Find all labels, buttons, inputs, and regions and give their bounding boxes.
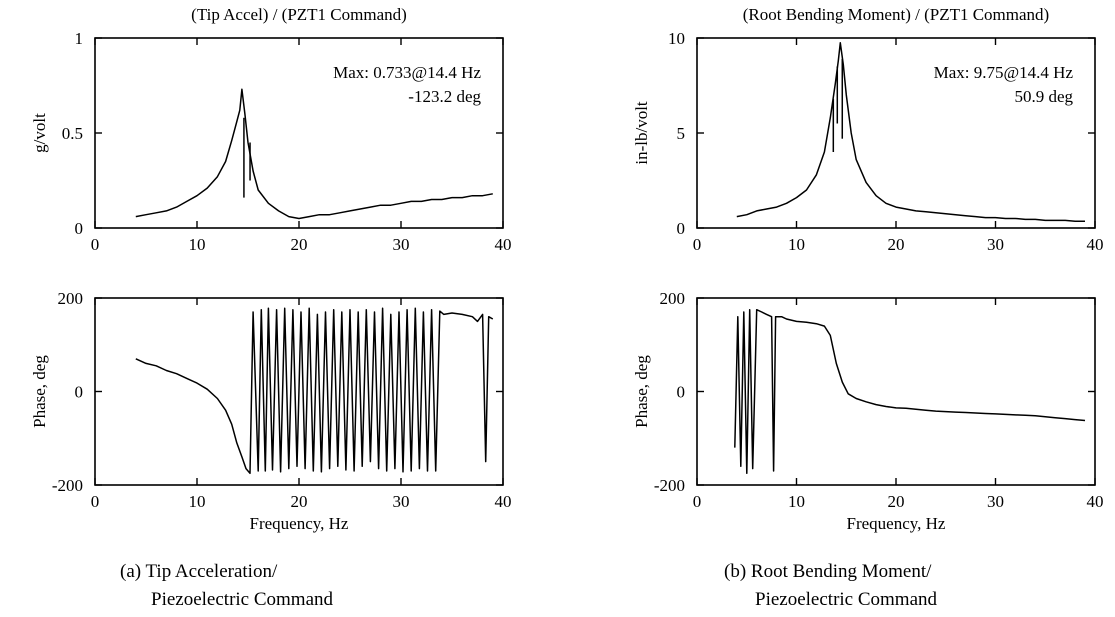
tip-magnitude-series-line [135, 88, 493, 220]
tip-phase-series-line [135, 307, 494, 475]
tip-magnitude-ytick-label: 0 [75, 219, 84, 238]
tip-magnitude-ylabel: g/volt [30, 113, 49, 153]
caption-b-line2: Piezoelectric Command [755, 589, 938, 610]
tip-phase-xtick-label: 10 [189, 492, 206, 511]
tip-magnitude-title: (Tip Accel) / (PZT1 Command) [191, 5, 407, 24]
tip-magnitude-xtick-label: 10 [189, 235, 206, 254]
root-phase-xtick-label: 0 [693, 492, 702, 511]
tip-phase-ylabel: Phase, deg [30, 355, 49, 428]
tip-phase-xtick-label: 30 [393, 492, 410, 511]
tip-phase-chart: 0 10 20 30 40 -200 0 200 Phase, deg Frequency, Hz [30, 289, 512, 533]
root-phase-xtick-label: 30 [987, 492, 1004, 511]
tip-phase-xtick-label: 20 [291, 492, 308, 511]
tip-magnitude-xtick-label: 30 [393, 235, 410, 254]
root-phase-xlabel: Frequency, Hz [847, 514, 946, 533]
tip-magnitude-ytick-label: 0.5 [62, 124, 83, 143]
tip-magnitude-xtick-label: 0 [91, 235, 100, 254]
root-magnitude-title: (Root Bending Moment) / (PZT1 Command) [743, 5, 1049, 24]
caption-b-line1: (b) Root Bending Moment/ [724, 561, 932, 582]
tip-phase-ytick-label: -200 [52, 476, 83, 495]
tip-magnitude-ytick-label: 1 [75, 29, 84, 48]
root-phase-chart: 0 10 20 30 40 -200 0 200 Phase, deg Frequency, Hz [632, 289, 1104, 533]
root-magnitude-ylabel: in-lb/volt [632, 101, 651, 165]
tip-magnitude-xtick-label: 40 [495, 235, 512, 254]
root-magnitude-xtick-label: 0 [693, 235, 702, 254]
tip-magnitude-xtick-label: 20 [291, 235, 308, 254]
caption-a: (a) Tip Acceleration/ Piezoelectric Comm… [120, 558, 333, 614]
root-phase-ytick-label: 0 [677, 383, 686, 402]
root-phase-ytick-label: -200 [654, 476, 685, 495]
tip-phase-xlabel: Frequency, Hz [250, 514, 349, 533]
caption-a-line2: Piezoelectric Command [151, 589, 334, 610]
tip-phase-xtick-label: 0 [91, 492, 100, 511]
root-phase-ylabel: Phase, deg [632, 355, 651, 428]
tip-phase-xtick-label: 40 [495, 492, 512, 511]
root-magnitude-xtick-label: 20 [888, 235, 905, 254]
tip-magnitude-chart: 0 10 20 30 40 0 0.5 1 (Tip Accel) / (PZT1 Comman… [30, 5, 512, 254]
caption-a-line1: (a) Tip Acceleration/ [120, 561, 278, 582]
root-magnitude-ytick-label: 0 [677, 219, 686, 238]
root-phase-series-line [734, 308, 1086, 475]
root-magnitude-ytick-label: 5 [677, 124, 686, 143]
tip-magnitude-annotation-phase: -123.2 deg [408, 87, 481, 106]
root-phase-xtick-label: 20 [888, 492, 905, 511]
caption-b: (b) Root Bending Moment/ Piezoelectric C… [724, 558, 937, 614]
root-magnitude-annotation-phase: 50.9 deg [1014, 87, 1073, 106]
root-phase-xtick-label: 40 [1087, 492, 1104, 511]
tip-phase-ytick-label: 0 [75, 383, 84, 402]
root-phase-xtick-label: 10 [788, 492, 805, 511]
root-magnitude-series-line [736, 42, 1085, 223]
root-phase-ytick-label: 200 [660, 289, 686, 308]
tip-magnitude-annotation-max: Max: 0.733@14.4 Hz [333, 63, 481, 82]
root-magnitude-xtick-label: 10 [788, 235, 805, 254]
root-magnitude-chart: 0 10 20 30 40 0 5 10 (Root Bending Moment) / (PZ… [632, 5, 1104, 254]
root-magnitude-ytick-label: 10 [668, 29, 685, 48]
root-magnitude-annotation-max: Max: 9.75@14.4 Hz [934, 63, 1074, 82]
root-magnitude-xtick-label: 30 [987, 235, 1004, 254]
tip-phase-ytick-label: 200 [58, 289, 84, 308]
root-magnitude-xtick-label: 40 [1087, 235, 1104, 254]
